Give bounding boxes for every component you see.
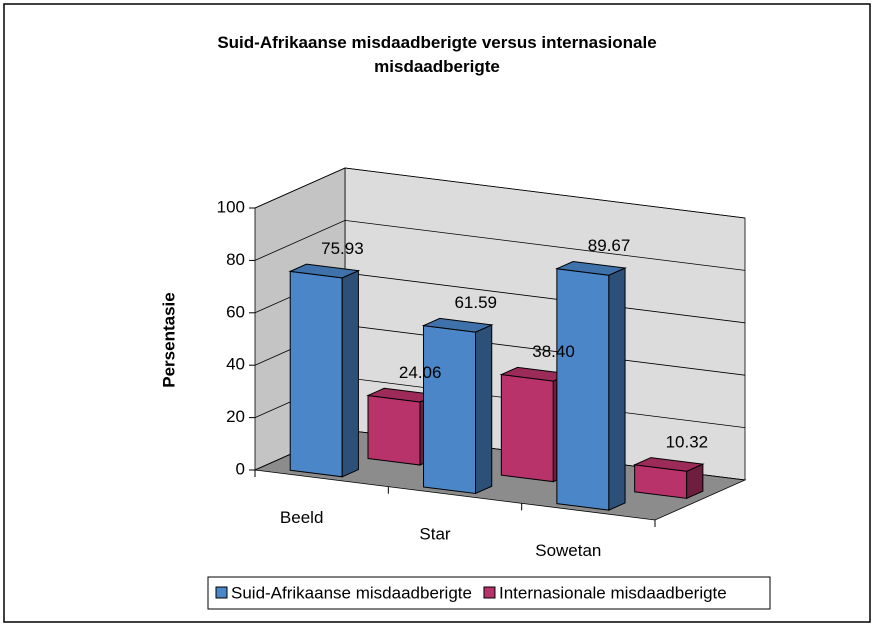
y-tick-label: 60	[226, 302, 245, 321]
value-label: 10.32	[666, 432, 709, 451]
bar-front	[500, 373, 554, 483]
legend-label: Internasionale misdaadberigte	[499, 583, 727, 602]
y-tick-label: 0	[236, 459, 245, 478]
bar-front	[423, 325, 477, 495]
bar-side	[608, 267, 626, 511]
grid-line	[254, 219, 746, 271]
y-tick-label: 80	[226, 250, 245, 269]
bar-top	[632, 457, 705, 472]
y-axis-label: Persentasie	[159, 292, 178, 387]
value-label: 89.67	[588, 236, 631, 255]
value-label: 38.40	[532, 342, 575, 361]
bar-side	[341, 269, 359, 478]
legend-swatch	[483, 586, 496, 599]
legend-label: Suid-Afrikaanse misdaadberigte	[231, 583, 472, 602]
y-tick-label: 20	[226, 407, 245, 426]
value-label: 24.06	[399, 363, 442, 382]
bar-top	[288, 263, 361, 279]
bar-top	[421, 317, 494, 333]
y-tick-label: 100	[217, 197, 245, 216]
chart-title: Suid-Afrikaanse misdaadberigte versus in…	[217, 33, 656, 76]
value-label: 61.59	[454, 293, 497, 312]
bar-front	[289, 270, 343, 478]
y-tick-label: 40	[226, 355, 245, 374]
grid-line	[254, 167, 746, 219]
legend-swatch	[215, 586, 228, 599]
x-tick-label: Sowetan	[535, 541, 601, 560]
bar-top	[555, 260, 627, 276]
bar-front	[556, 268, 610, 511]
bar-side	[475, 324, 493, 495]
bar-front	[367, 394, 421, 466]
x-tick-label: Beeld	[280, 508, 323, 527]
x-tick-label: Star	[419, 524, 451, 543]
value-label: 75.93	[321, 239, 364, 258]
